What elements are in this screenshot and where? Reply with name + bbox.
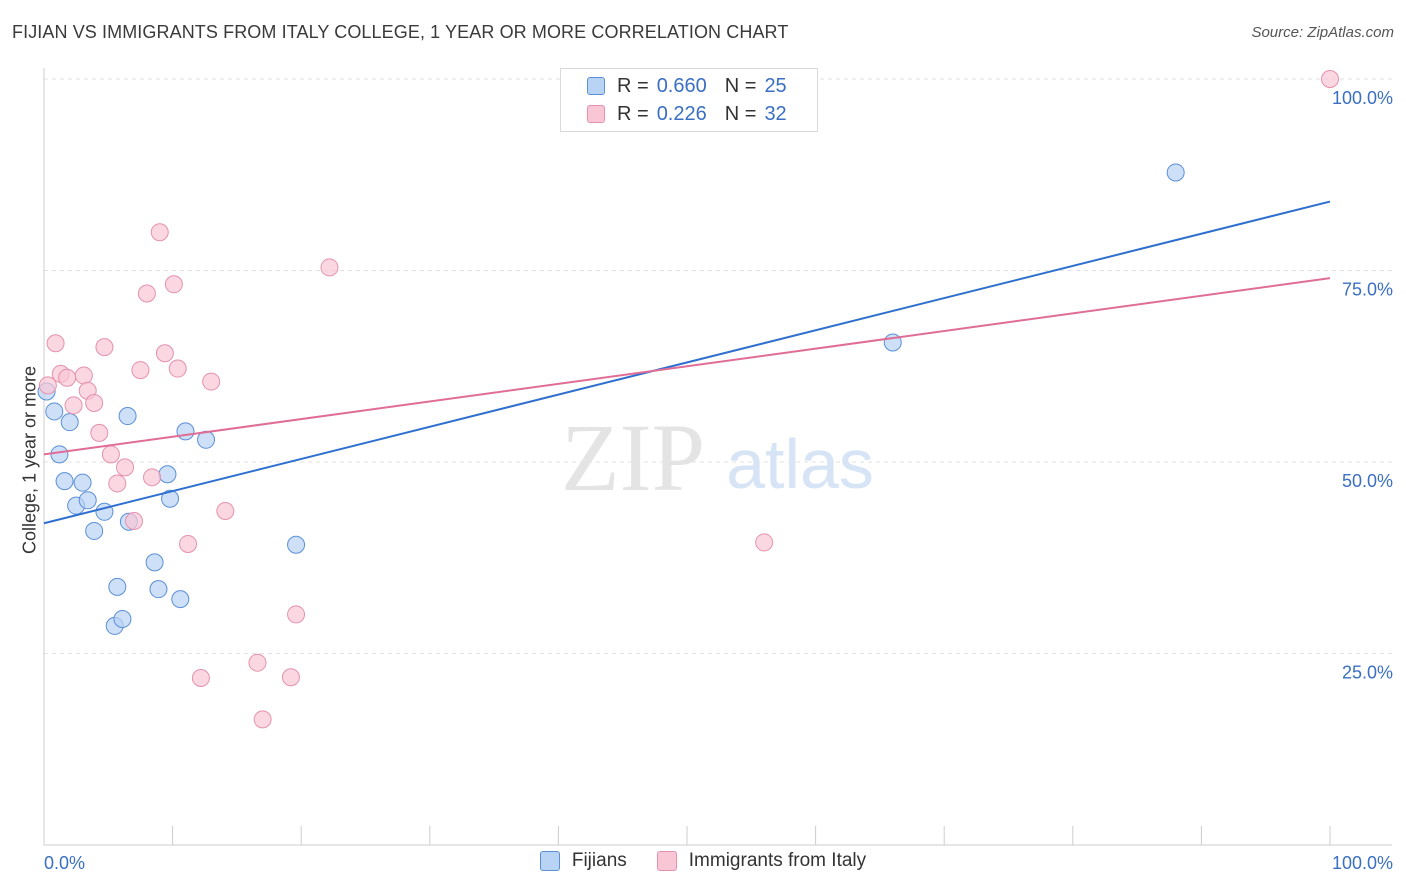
fijians-point — [78, 491, 97, 510]
italy-point — [116, 458, 135, 477]
italy-point — [287, 605, 306, 624]
italy-point — [155, 344, 174, 363]
legend-r-label: R = — [617, 74, 649, 97]
legend-n-label: N = — [724, 102, 757, 125]
italy-point — [281, 668, 300, 687]
italy-legend-label: Immigrants from Italy — [688, 850, 867, 871]
italy-point — [90, 423, 109, 442]
italy-point — [150, 223, 169, 242]
italy-point — [248, 653, 267, 672]
italy-point — [58, 368, 77, 387]
fijians-point — [161, 489, 180, 508]
fijians-point — [85, 521, 104, 540]
italy-point — [101, 445, 120, 464]
fijians-point — [113, 610, 132, 629]
legend-item-italy: Immigrants from Italy — [656, 850, 867, 872]
fijians-point — [108, 577, 127, 596]
fijians-point — [118, 407, 137, 426]
fijians-point — [45, 402, 64, 421]
italy-point — [131, 361, 150, 380]
italy-point — [164, 275, 183, 294]
series-legend: Fijians Immigrants from Italy — [0, 850, 1406, 872]
y-tick-label: 100.0% — [1332, 88, 1393, 108]
italy-point — [1321, 70, 1339, 88]
italy-point — [179, 534, 198, 553]
y-tick-label: 25.0% — [1342, 663, 1393, 683]
fijians-point — [149, 580, 168, 599]
fijians-point — [50, 445, 69, 464]
italy-swatch — [587, 105, 605, 123]
chart-title: FIJIAN VS IMMIGRANTS FROM ITALY COLLEGE,… — [12, 22, 789, 42]
legend-r-value: 0.226 — [656, 102, 707, 125]
fijians-point — [176, 422, 195, 441]
data-points — [37, 70, 1339, 729]
italy-point — [46, 334, 65, 353]
fijians-swatch — [587, 77, 605, 95]
legend-n-label: N = — [724, 74, 757, 97]
fijians-point — [158, 465, 177, 484]
legend-n-value: 32 — [764, 102, 787, 125]
x-tick-label: 0.0% — [44, 853, 85, 873]
legend-r-label: R = — [617, 102, 649, 125]
stats-legend: R = 0.660 N = 25 R = 0.226 N = 32 — [560, 68, 818, 132]
fijians-point — [60, 413, 79, 432]
watermark: ZIP atlas — [561, 404, 874, 511]
legend-row-fijians: R = 0.660 N = 25 — [587, 73, 787, 99]
italy-point — [38, 376, 57, 395]
italy-point — [143, 468, 162, 487]
italy-point — [137, 284, 156, 303]
italy-point — [95, 338, 114, 357]
tick-labels: 25.0% 50.0% 75.0% 100.0% 0.0% 100.0% — [44, 88, 1393, 873]
fijians-point — [1166, 163, 1185, 182]
fijians-point — [287, 535, 306, 554]
fijians-trend-line — [43, 200, 1331, 525]
y-tick-label: 50.0% — [1342, 471, 1393, 491]
italy-point — [320, 258, 339, 277]
legend-r-value: 0.660 — [656, 74, 707, 97]
fijians-legend-label: Fijians — [571, 850, 627, 871]
fijians-point — [145, 553, 164, 572]
y-axis-label: College, 1 year or more — [19, 365, 40, 555]
fijians-point — [55, 472, 74, 491]
legend-item-fijians: Fijians — [539, 850, 627, 872]
italy-legend-swatch — [656, 851, 677, 871]
italy-point — [755, 533, 774, 552]
fijians-point — [171, 590, 190, 609]
italy-point — [108, 474, 127, 493]
x-tick-label: 100.0% — [1332, 853, 1393, 873]
italy-point — [74, 366, 93, 385]
italy-point — [125, 511, 144, 530]
italy-point — [191, 669, 210, 688]
fijians-legend-swatch — [539, 851, 560, 871]
watermark-atlas: atlas — [726, 425, 874, 503]
italy-point — [253, 710, 272, 729]
gridlines — [44, 78, 1392, 654]
y-tick-label: 75.0% — [1342, 280, 1393, 300]
italy-point — [202, 372, 221, 391]
legend-n-value: 25 — [764, 74, 787, 97]
italy-point — [168, 359, 187, 378]
axes — [43, 68, 1392, 846]
italy-point — [216, 502, 235, 521]
watermark-zip: ZIP — [561, 404, 705, 511]
trend-lines — [43, 200, 1331, 525]
fijians-point — [73, 473, 92, 492]
source-label: Source: ZipAtlas.com — [1251, 24, 1394, 41]
italy-point — [85, 394, 104, 413]
italy-point — [64, 396, 83, 415]
italy-trend-line — [43, 277, 1331, 456]
legend-row-italy: R = 0.226 N = 32 — [587, 101, 787, 127]
